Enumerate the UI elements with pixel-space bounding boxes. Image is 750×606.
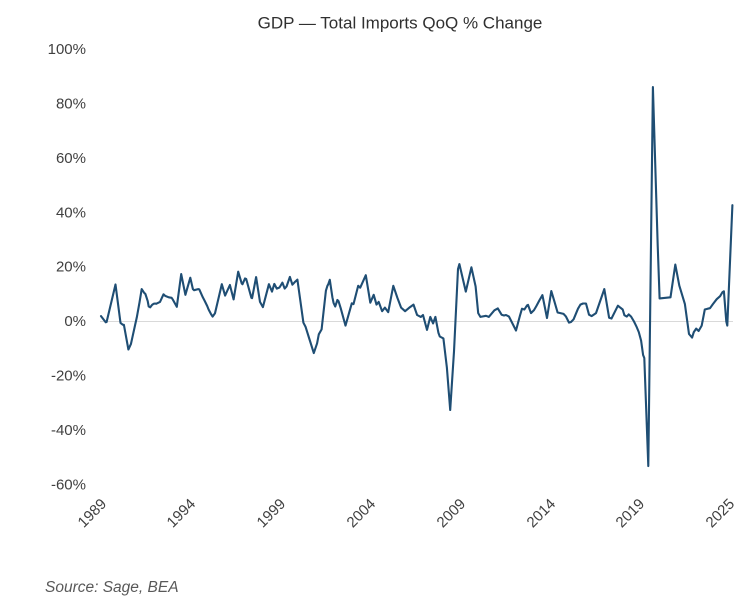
svg-text:100%: 100%: [48, 41, 86, 58]
svg-text:Source: Sage, BEA: Source: Sage, BEA: [45, 579, 179, 596]
svg-text:40%: 40%: [56, 204, 86, 221]
svg-text:60%: 60%: [56, 150, 86, 167]
svg-text:-20%: -20%: [51, 368, 86, 385]
svg-text:-60%: -60%: [51, 477, 86, 494]
svg-text:0%: 0%: [64, 313, 86, 330]
svg-text:80%: 80%: [56, 95, 86, 112]
svg-text:20%: 20%: [56, 259, 86, 276]
svg-text:-40%: -40%: [51, 422, 86, 439]
svg-text:GDP — Total Imports QoQ % Chan: GDP — Total Imports QoQ % Change: [258, 14, 543, 33]
